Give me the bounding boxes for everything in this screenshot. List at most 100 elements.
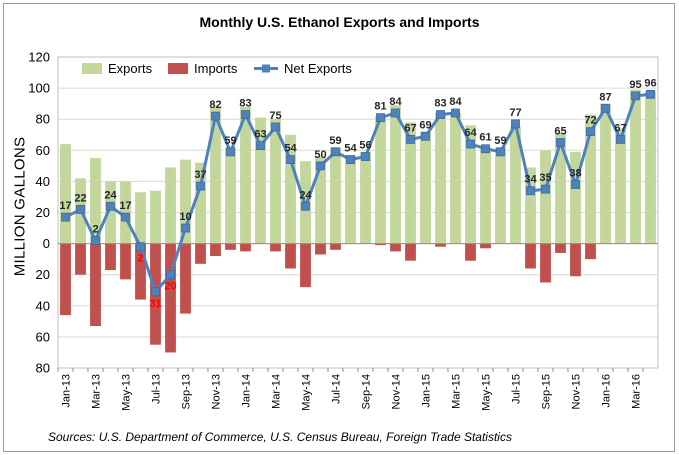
legend-swatch-exports	[82, 63, 102, 74]
x-tick-label: Nov-13	[211, 374, 223, 409]
y-tick-label: 120	[28, 50, 50, 65]
x-tick-label: Sep-15	[541, 374, 553, 409]
chart-title: Monthly U.S. Ethanol Exports and Imports	[199, 14, 480, 30]
data-label: 75	[269, 110, 281, 122]
net-exports-marker	[241, 110, 250, 119]
data-label: 2	[92, 223, 98, 235]
data-label: 24	[299, 189, 312, 201]
x-tick-label: Mar-13	[91, 374, 103, 409]
y-tick-label: 20	[36, 205, 50, 220]
net-exports-marker	[61, 212, 70, 222]
import-bar	[540, 243, 551, 283]
import-bar	[210, 243, 221, 257]
import-bar	[525, 243, 536, 269]
import-bar	[165, 243, 176, 353]
import-bar	[315, 243, 326, 255]
import-bar	[390, 243, 401, 252]
data-label: 56	[359, 140, 371, 152]
y-tick-label: 20	[36, 267, 50, 282]
data-label: 77	[509, 107, 521, 119]
x-tick-label: Sep-14	[361, 374, 373, 409]
net-exports-marker	[286, 155, 295, 165]
x-tick-label: Jan-14	[241, 374, 253, 408]
export-bar	[375, 116, 386, 244]
export-bar	[435, 112, 446, 244]
export-bar	[225, 147, 236, 244]
export-bar	[465, 125, 476, 244]
net-exports-marker	[451, 108, 460, 118]
net-exports-marker	[76, 204, 85, 214]
data-label: 72	[584, 115, 596, 127]
export-bar	[120, 181, 131, 244]
net-exports-marker	[226, 147, 235, 157]
legend-label-net: Net Exports	[284, 61, 352, 76]
net-exports-marker	[436, 110, 445, 119]
data-label: 59	[224, 135, 236, 147]
legend-label-exports: Exports	[108, 61, 153, 76]
import-bar	[330, 243, 341, 250]
import-bar	[60, 243, 71, 316]
import-bar	[375, 243, 386, 246]
import-bar	[75, 243, 86, 275]
export-bar	[315, 156, 326, 244]
import-bar	[120, 243, 131, 280]
export-bar	[255, 117, 266, 244]
x-tick-label: Jan-15	[421, 374, 433, 408]
export-bar	[60, 144, 71, 244]
net-exports-marker	[541, 184, 550, 194]
x-tick-label: Nov-15	[571, 374, 583, 409]
data-label: 83	[239, 98, 251, 110]
export-bar	[240, 106, 251, 244]
net-exports-marker	[91, 236, 100, 245]
export-bar	[555, 133, 566, 244]
data-label: 10	[179, 211, 191, 223]
export-bar	[270, 119, 281, 244]
import-bar	[240, 243, 251, 252]
export-bar	[165, 167, 176, 244]
data-label: 35	[539, 172, 551, 184]
import-bar	[405, 243, 416, 261]
import-bar	[480, 243, 491, 249]
import-bar	[180, 243, 191, 314]
net-exports-marker	[526, 186, 535, 196]
net-exports-marker	[496, 147, 505, 157]
net-exports-marker	[331, 147, 340, 157]
x-tick-label: Jul-13	[151, 374, 163, 404]
net-exports-marker	[421, 131, 430, 141]
export-bar	[195, 162, 206, 244]
import-bar	[195, 243, 206, 264]
data-label: 24	[104, 189, 117, 201]
data-label: 34	[524, 174, 537, 186]
data-label: 64	[464, 127, 477, 139]
data-label: 31	[149, 298, 161, 310]
import-bar	[585, 243, 596, 260]
import-bar	[465, 243, 476, 261]
data-label: 54	[344, 143, 357, 155]
import-bar	[435, 243, 446, 247]
net-exports-marker	[556, 138, 565, 147]
export-bar	[90, 158, 101, 244]
net-exports-marker	[601, 103, 610, 113]
export-bar	[495, 147, 506, 244]
net-exports-marker	[106, 201, 115, 211]
import-bar	[570, 243, 581, 277]
net-exports-marker	[616, 135, 625, 144]
net-exports-marker	[151, 287, 160, 297]
data-label: 54	[284, 143, 297, 155]
export-bar	[210, 106, 221, 244]
import-bar	[105, 243, 116, 271]
export-bar	[285, 134, 296, 244]
data-label: 2	[137, 253, 143, 265]
data-label: 81	[374, 101, 386, 113]
legend-swatch-imports	[168, 63, 188, 74]
export-bar	[525, 167, 536, 244]
export-bar	[480, 147, 491, 244]
export-bar	[135, 192, 146, 244]
export-bar	[180, 159, 191, 244]
export-bar	[405, 122, 416, 244]
net-exports-marker	[196, 181, 205, 191]
import-bar	[555, 243, 566, 253]
x-tick-label: May-14	[301, 374, 313, 411]
data-label: 96	[644, 77, 656, 89]
